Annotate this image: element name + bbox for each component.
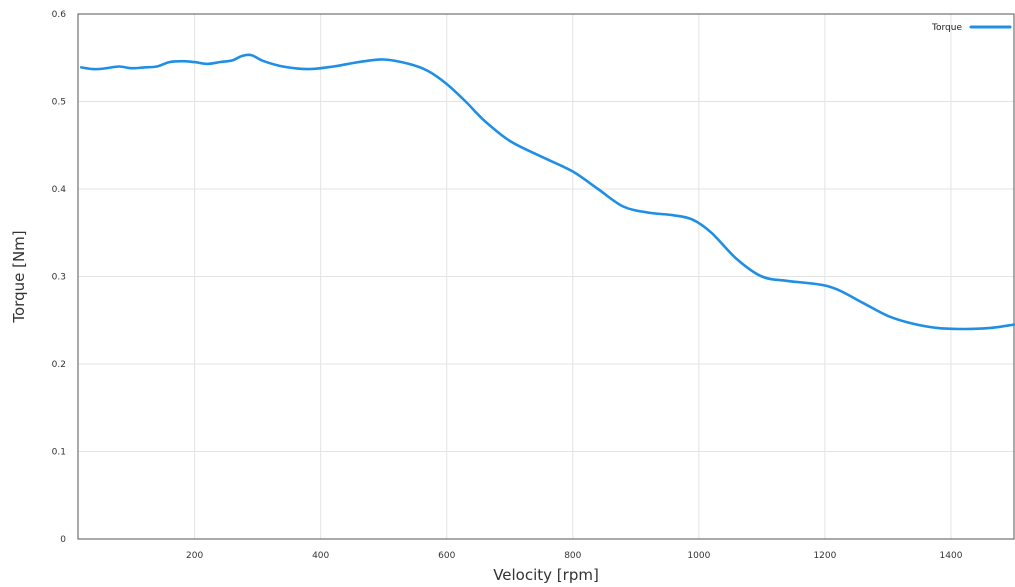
y-tick-label: 0 — [60, 535, 66, 545]
series-line-torque — [79, 53, 1015, 331]
x-tick-label: 200 — [186, 551, 203, 561]
plot-frame — [77, 13, 1015, 540]
y-tick-label: 0.5 — [52, 98, 66, 108]
y-tick-label: 0.3 — [52, 273, 66, 283]
y-tick-label: 0.4 — [52, 185, 67, 195]
y-tick-label: 0.1 — [52, 448, 66, 458]
series-layer — [79, 53, 1015, 331]
legend: Torque — [931, 23, 1012, 33]
x-tick-label: 800 — [564, 551, 581, 561]
x-tick-label: 1000 — [687, 551, 710, 561]
legend-label-torque: Torque — [931, 23, 962, 33]
x-tick-label: 600 — [438, 551, 455, 561]
tick-labels: 200 400 600 800 1000 1200 1400 0 0.1 0.2 0.3 0.4 0.5… — [52, 10, 963, 561]
x-tick-label: 1200 — [813, 551, 836, 561]
x-tick-label: 1400 — [940, 551, 963, 561]
y-tick-label: 0.2 — [52, 360, 66, 370]
grid-lines — [78, 14, 1014, 539]
y-tick-label: 0.6 — [52, 10, 67, 20]
y-axis-title: Torque [Nm] — [10, 230, 28, 323]
x-axis-title: Velocity [rpm] — [493, 566, 599, 584]
x-tick-label: 400 — [312, 551, 329, 561]
